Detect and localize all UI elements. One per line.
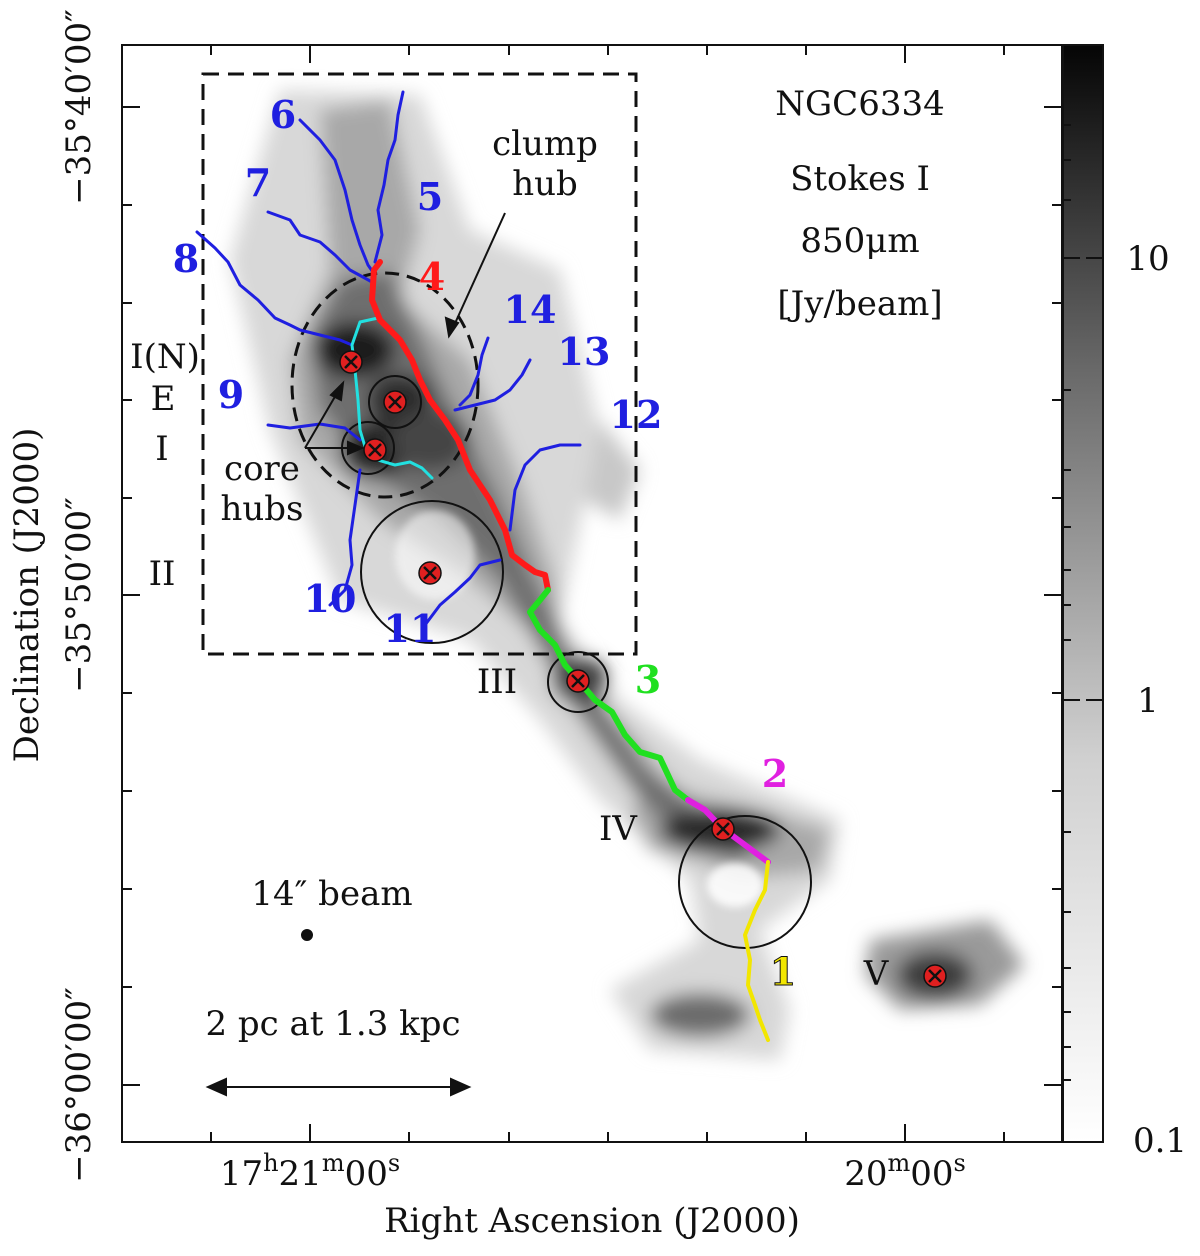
bubble-ii [360, 500, 504, 644]
filament-label-12: 12 [610, 392, 663, 437]
filament-skeletons [195, 90, 771, 1042]
filament-label-6: 6 [270, 92, 296, 137]
filament-label-10: 10 [304, 576, 357, 621]
filament-label-5: 5 [417, 174, 443, 219]
colorbar-tick-label: 10 [1126, 239, 1169, 279]
hub-circles [290, 271, 812, 949]
filament-label-2: 2 [762, 751, 788, 796]
core-hubs-label-2: hubs [220, 489, 303, 529]
filament-5 [373, 90, 405, 264]
filament-label-9: 9 [218, 372, 244, 417]
title-units: [Jy/beam] [777, 284, 942, 324]
core-hubs-label-1: core [224, 449, 300, 489]
title-object: NGC6334 [775, 84, 944, 124]
x-tick-label: 20m00s [844, 1149, 966, 1194]
bubble-iv [678, 815, 812, 949]
core-hub-circle-e [368, 375, 422, 429]
filament-label-3: 3 [635, 657, 661, 702]
filament-label-1: 1 [770, 949, 796, 994]
colorbar-tick-label: 1 [1137, 681, 1159, 721]
y-axis-label: Declination (J2000) [7, 428, 47, 763]
bubble-iii [547, 651, 609, 713]
spine-3 [527, 587, 691, 803]
filament-label-4: 4 [419, 254, 445, 299]
filament-8 [195, 230, 354, 347]
y-tick-label: −35°40′00″ [59, 9, 99, 205]
filament-label-13: 13 [558, 329, 611, 374]
zoom-region-box [201, 72, 638, 656]
filament-label-14: 14 [504, 287, 557, 332]
filament-14 [458, 336, 490, 407]
source-label-i: I [155, 429, 168, 469]
filament-10 [328, 468, 362, 607]
x-tick-labels: 17h21m00s 20m00s [220, 1149, 966, 1194]
clump-hub-label-2: hub [512, 164, 578, 204]
x-tick-label: 17h21m00s [220, 1149, 400, 1194]
title-stokes: Stokes I [790, 159, 930, 199]
filament-label-7: 7 [245, 160, 271, 205]
marker-v [923, 964, 947, 988]
filament-cyan [350, 316, 434, 480]
annotation-arrows [205, 212, 506, 1097]
filament-12 [508, 443, 582, 532]
colorbar: 10 1 0.1 [1062, 44, 1187, 1161]
source-label-iv: IV [599, 809, 638, 849]
filament-label-8: 8 [173, 236, 199, 281]
colorbar-tick-label: 0.1 [1133, 1121, 1187, 1161]
source-label-in: I(N) [130, 337, 200, 377]
marker-iii [566, 669, 590, 693]
filament-6 [298, 118, 377, 277]
beam-dot [301, 929, 313, 941]
marker-e [383, 390, 407, 414]
source-label-ii: II [149, 554, 176, 594]
filament-11 [423, 558, 502, 627]
y-tick-label: −36°00′00″ [59, 987, 99, 1183]
filament-label-11: 11 [384, 606, 437, 651]
marker-i [363, 438, 387, 462]
source-label-iii: III [477, 662, 517, 702]
beam-label: 14″ beam [251, 874, 412, 914]
filament-7 [266, 210, 374, 284]
y-tick-labels: −35°40′00″ −35°50′00″ −36°00′00″ [59, 9, 99, 1183]
map-labels: NGC6334 Stokes I 850μm [Jy/beam] clump h… [130, 84, 945, 1044]
y-tick-label: −35°50′00″ [59, 497, 99, 693]
source-markers [339, 350, 947, 988]
spine-4 [369, 259, 551, 593]
source-label-v: V [863, 954, 890, 994]
x-axis-label: Right Ascension (J2000) [384, 1201, 800, 1241]
filament-13 [453, 358, 532, 412]
marker-ii [418, 561, 442, 585]
source-label-e: E [151, 379, 176, 419]
marker-in [339, 350, 363, 374]
marker-iv [711, 817, 735, 841]
title-wavelength: 850μm [800, 221, 919, 261]
scale-label: 2 pc at 1.3 kpc [205, 1004, 460, 1044]
clump-hub-ellipse [290, 271, 480, 499]
spine-1 [743, 860, 770, 1042]
axis-ticks [122, 45, 1062, 1142]
clump-hub-label-1: clump [492, 124, 598, 164]
